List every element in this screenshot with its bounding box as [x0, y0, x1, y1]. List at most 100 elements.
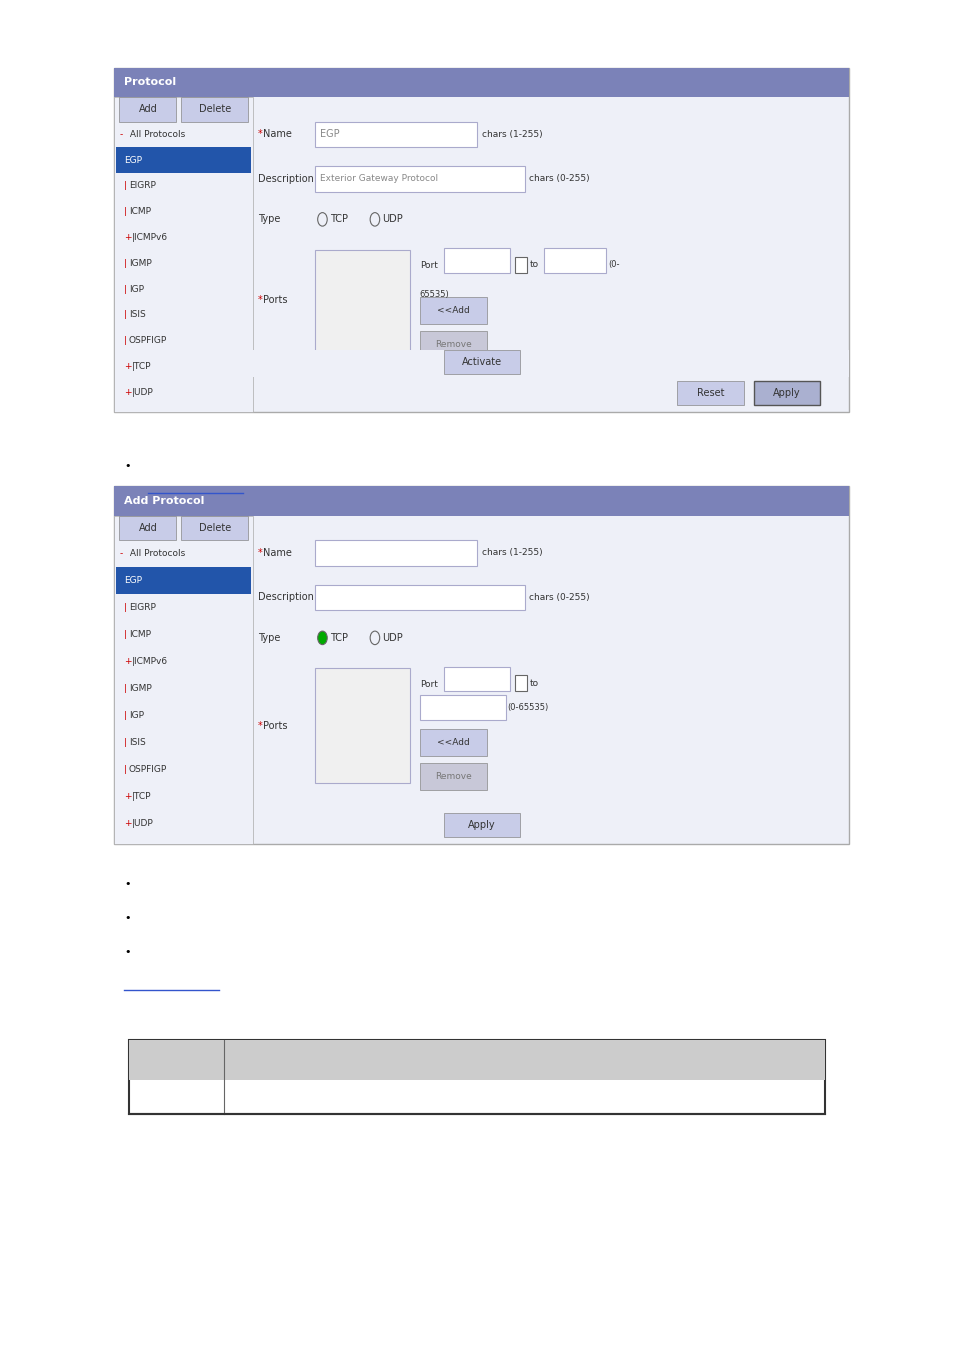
- FancyBboxPatch shape: [181, 516, 248, 540]
- FancyBboxPatch shape: [314, 585, 524, 610]
- Circle shape: [317, 632, 327, 645]
- Text: +: +: [124, 362, 132, 371]
- FancyBboxPatch shape: [314, 540, 476, 566]
- Text: Description: Description: [257, 593, 314, 602]
- Text: EGP: EGP: [124, 576, 142, 585]
- FancyBboxPatch shape: [543, 248, 605, 273]
- Text: All Protocols: All Protocols: [127, 549, 185, 558]
- FancyBboxPatch shape: [181, 97, 248, 122]
- Bar: [129, 1040, 824, 1080]
- Text: ICMP: ICMP: [129, 630, 151, 639]
- Text: |: |: [124, 207, 127, 216]
- Text: OSPFIGP: OSPFIGP: [129, 336, 167, 346]
- Text: OSPFIGP: OSPFIGP: [129, 765, 167, 774]
- Text: EIGRP: EIGRP: [129, 603, 155, 612]
- Text: Description: Description: [257, 174, 314, 184]
- Text: ICMP: ICMP: [129, 207, 151, 216]
- Text: EGP: EGP: [124, 155, 142, 165]
- Text: EGP: EGP: [319, 130, 339, 139]
- Text: |: |: [124, 181, 127, 190]
- Text: Add: Add: [138, 522, 157, 533]
- Text: <<Add: <<Add: [436, 306, 469, 315]
- Text: IGP: IGP: [129, 285, 144, 293]
- Text: chars (1-255): chars (1-255): [481, 548, 542, 558]
- FancyBboxPatch shape: [114, 97, 253, 412]
- FancyBboxPatch shape: [314, 668, 410, 783]
- Text: |: |: [124, 765, 127, 774]
- Text: Port: Port: [419, 262, 437, 270]
- Text: Protocol: Protocol: [124, 77, 176, 88]
- Text: Port: Port: [419, 680, 437, 688]
- Text: All Protocols: All Protocols: [127, 130, 185, 139]
- FancyBboxPatch shape: [314, 122, 476, 147]
- Text: (0-: (0-: [608, 261, 619, 269]
- Text: Type: Type: [257, 633, 279, 643]
- Text: •: •: [124, 913, 131, 923]
- Text: Type: Type: [257, 215, 279, 224]
- Text: Reset: Reset: [697, 387, 723, 398]
- Circle shape: [319, 634, 325, 643]
- Text: Apply: Apply: [468, 819, 495, 830]
- FancyBboxPatch shape: [116, 567, 251, 594]
- Text: Ports: Ports: [263, 296, 288, 305]
- Text: Remove: Remove: [435, 340, 471, 348]
- FancyBboxPatch shape: [114, 68, 848, 412]
- FancyBboxPatch shape: [419, 331, 486, 358]
- Text: Name: Name: [263, 548, 292, 558]
- Text: 65535): 65535): [419, 290, 449, 300]
- Text: Ports: Ports: [263, 721, 288, 730]
- Text: UDP: UDP: [382, 633, 403, 643]
- FancyBboxPatch shape: [443, 248, 510, 273]
- FancyBboxPatch shape: [114, 68, 848, 97]
- FancyBboxPatch shape: [114, 516, 253, 844]
- Text: |: |: [124, 630, 127, 639]
- Text: <<Add: <<Add: [436, 738, 469, 747]
- Text: (0-65535): (0-65535): [507, 703, 548, 711]
- Text: |: |: [124, 310, 127, 320]
- FancyBboxPatch shape: [116, 147, 251, 173]
- Text: TCP: TCP: [330, 633, 348, 643]
- FancyBboxPatch shape: [314, 250, 410, 351]
- Text: |: |: [124, 259, 127, 267]
- Text: |: |: [124, 336, 127, 346]
- Text: |: |: [124, 738, 127, 747]
- Text: Remove: Remove: [435, 772, 471, 780]
- Text: Add Protocol: Add Protocol: [124, 495, 204, 506]
- Text: Activate: Activate: [461, 356, 501, 367]
- Text: *: *: [257, 721, 262, 730]
- Text: +: +: [124, 234, 132, 242]
- FancyBboxPatch shape: [753, 381, 820, 405]
- Text: Add: Add: [138, 104, 157, 115]
- Text: UDP: UDP: [382, 215, 403, 224]
- FancyBboxPatch shape: [515, 675, 526, 691]
- Text: Apply: Apply: [773, 387, 800, 398]
- Text: IGP: IGP: [129, 711, 144, 720]
- Text: |: |: [124, 603, 127, 612]
- Text: IGMP: IGMP: [129, 684, 152, 693]
- FancyBboxPatch shape: [253, 350, 848, 377]
- Text: +: +: [124, 792, 132, 801]
- Text: |ICMPv6: |ICMPv6: [132, 657, 168, 666]
- FancyBboxPatch shape: [443, 667, 510, 691]
- Text: |: |: [124, 684, 127, 693]
- Text: chars (0-255): chars (0-255): [529, 593, 590, 602]
- FancyBboxPatch shape: [515, 256, 526, 273]
- Text: +: +: [124, 387, 132, 397]
- Text: |: |: [124, 711, 127, 720]
- Text: •: •: [124, 879, 131, 890]
- Text: EIGRP: EIGRP: [129, 181, 155, 190]
- Text: *: *: [257, 296, 262, 305]
- Text: to: to: [529, 261, 538, 269]
- Text: |UDP: |UDP: [132, 387, 153, 397]
- Text: •: •: [124, 460, 131, 471]
- Bar: [129, 1040, 824, 1114]
- Text: |: |: [124, 285, 127, 293]
- FancyBboxPatch shape: [419, 297, 486, 324]
- Text: -: -: [119, 130, 122, 139]
- Text: |ICMPv6: |ICMPv6: [132, 234, 168, 242]
- Text: IGMP: IGMP: [129, 259, 152, 267]
- Text: chars (0-255): chars (0-255): [529, 174, 590, 184]
- FancyBboxPatch shape: [419, 763, 486, 790]
- Text: |TCP: |TCP: [132, 362, 151, 371]
- Text: •: •: [124, 946, 131, 957]
